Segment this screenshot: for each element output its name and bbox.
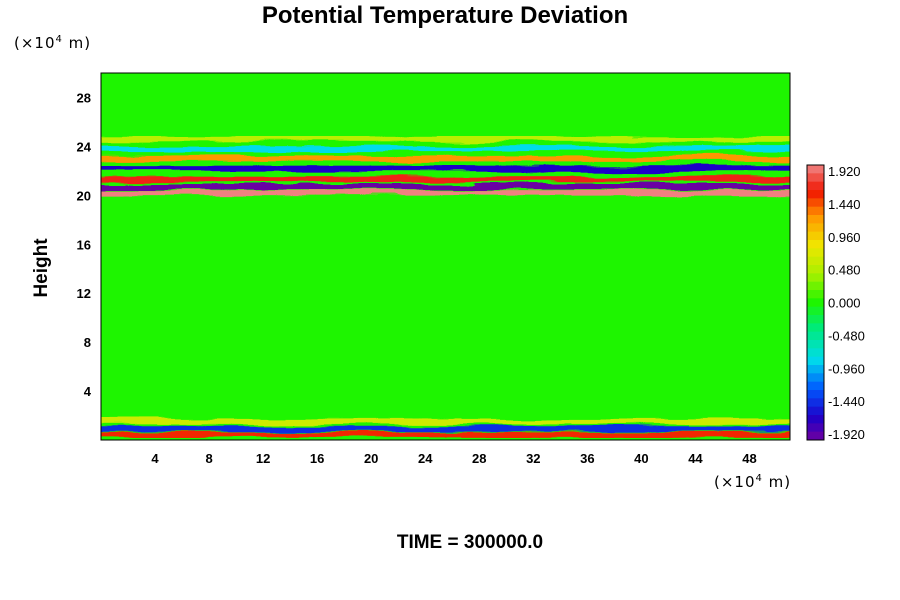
heatmap-band — [101, 190, 790, 196]
colorbar-segment — [807, 348, 824, 358]
colorbar-segment — [807, 431, 824, 441]
colorbar-segment — [807, 423, 824, 433]
colorbar-segment — [807, 298, 824, 308]
colorbar-segment — [807, 290, 824, 299]
x-tick-label: 44 — [688, 451, 703, 466]
x-axis-unit: (×104 m) — [714, 473, 792, 491]
colorbar-segment — [807, 265, 824, 274]
colorbar-segment — [807, 323, 824, 333]
heatmap-band — [101, 146, 790, 152]
heatmap-band — [101, 136, 790, 142]
y-tick-label: 20 — [77, 188, 91, 203]
colorbar-tick-label: -1.440 — [828, 394, 865, 409]
colorbar: 1.920 1.440 0.960 0.480 0.000 -0.480 -0.960 -1.… — [806, 164, 865, 442]
heatmap-band — [101, 432, 790, 438]
colorbar-segment — [807, 231, 824, 241]
colorbar-segment — [807, 173, 824, 183]
y-axis-unit: (×104 m) — [14, 34, 92, 52]
colorbar-segment — [807, 365, 824, 374]
x-tick-label: 24 — [418, 451, 433, 466]
colorbar-segment — [807, 306, 824, 316]
colorbar-segment — [807, 273, 824, 283]
x-tick-label: 28 — [472, 451, 486, 466]
field-background — [101, 73, 790, 440]
colorbar-segment — [807, 281, 824, 291]
colorbar-segment — [807, 198, 824, 208]
colorbar-segment — [807, 373, 824, 383]
colorbar-tick-label: -0.960 — [828, 361, 865, 376]
heatmap-band — [101, 184, 790, 190]
colorbar-segment — [807, 398, 824, 408]
x-tick-label: 4 — [151, 451, 159, 466]
colorbar-tick-label: 0.960 — [828, 230, 861, 245]
time-label: TIME = 300000.0 — [396, 532, 544, 553]
heatmap-band — [101, 418, 790, 425]
heatmap-band — [101, 165, 790, 172]
colorbar-segment — [807, 223, 824, 233]
colorbar-segment — [807, 165, 824, 174]
colorbar-segment — [807, 406, 824, 416]
colorbar-segment — [807, 248, 824, 258]
colorbar-tick-label: 1.920 — [828, 164, 861, 179]
y-tick-label: 16 — [77, 237, 91, 252]
colorbar-tick-label: 1.440 — [828, 197, 861, 212]
x-tick-label: 8 — [205, 451, 212, 466]
colorbar-tick-label: 0.480 — [828, 263, 861, 278]
heatmap-field — [101, 73, 790, 440]
colorbar-tick-label: -1.920 — [828, 427, 865, 442]
colorbar-segment — [807, 181, 824, 191]
y-tick-label: 12 — [77, 286, 91, 301]
plot-frame — [100, 72, 791, 441]
colorbar-segment — [807, 356, 824, 366]
x-tick-label: 40 — [634, 451, 648, 466]
colorbar-tick-label: -0.480 — [828, 328, 865, 343]
colorbar-segment — [807, 340, 824, 349]
y-tick-label: 24 — [77, 139, 92, 154]
x-tick-label: 20 — [364, 451, 378, 466]
heatmap-band — [101, 176, 790, 183]
colorbar-segment — [807, 390, 824, 399]
x-tick-label: 16 — [310, 451, 324, 466]
chart-title: Potential Temperature Deviation — [261, 2, 629, 29]
colorbar-segment — [807, 415, 824, 424]
y-tick-label: 4 — [84, 384, 92, 399]
colorbar-segment — [807, 206, 824, 216]
colorbar-segment — [807, 331, 824, 341]
y-axis: 4 8 12 16 20 24 28 — [77, 90, 92, 399]
x-tick-label: 12 — [256, 451, 270, 466]
heatmap-band — [101, 426, 790, 432]
x-tick-label: 36 — [580, 451, 594, 466]
colorbar-segment — [807, 215, 824, 224]
x-tick-label: 32 — [526, 451, 540, 466]
y-tick-label: 8 — [84, 335, 91, 350]
colorbar-segment — [807, 315, 824, 324]
colorbar-segment — [807, 381, 824, 391]
colorbar-tick-label: 0.000 — [828, 296, 861, 311]
y-tick-label: 28 — [77, 90, 91, 105]
x-axis: 4 8 12 16 20 24 28 32 36 40 44 48 — [151, 451, 756, 466]
colorbar-segment — [807, 256, 824, 266]
x-tick-label: 48 — [742, 451, 756, 466]
colorbar-frame — [806, 164, 825, 441]
heatmap-band — [101, 155, 790, 162]
colorbar-segment — [807, 190, 824, 199]
colorbar-segment — [807, 240, 824, 249]
